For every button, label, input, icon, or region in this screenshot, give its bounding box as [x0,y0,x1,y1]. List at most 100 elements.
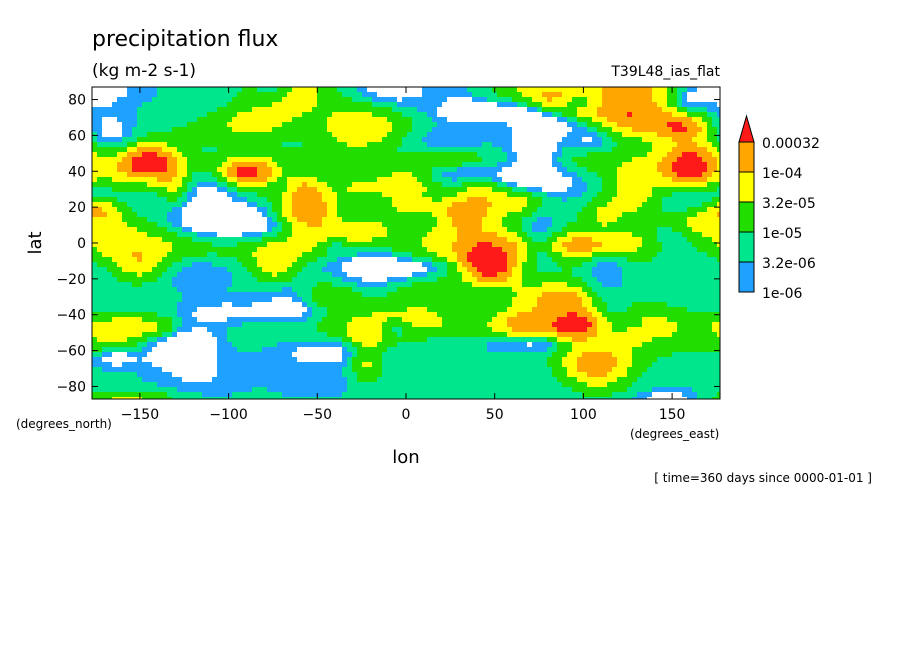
field-cell [407,237,413,243]
field-cell [327,207,333,213]
field-cell [227,257,233,263]
field-cell [212,232,218,238]
field-cell [487,137,493,143]
field-cell [492,147,498,153]
field-cell [127,242,133,248]
field-cell [112,167,118,173]
field-cell [642,252,648,258]
field-cell [432,97,438,103]
field-cell [397,227,403,233]
field-cell [172,117,178,123]
field-cell [507,247,513,253]
field-cell [652,247,658,253]
field-cell [357,187,363,193]
field-cell [382,202,388,208]
field-cell [127,142,133,148]
field-cell [297,202,303,208]
field-cell [522,192,528,198]
field-cell [427,87,433,93]
field-cell [202,162,208,168]
field-cell [627,132,633,138]
field-cell [142,177,148,183]
field-cell [387,222,393,228]
field-cell [637,222,643,228]
field-cell [512,117,518,123]
field-cell [317,157,323,163]
field-cell [237,242,243,248]
field-cell [412,252,418,258]
field-cell [207,102,213,108]
field-cell [547,127,553,133]
field-cell [567,252,573,258]
field-cell [202,137,208,143]
field-cell [122,107,128,113]
field-cell [697,232,703,238]
field-cell [262,122,268,128]
field-cell [477,117,483,123]
field-cell [547,102,553,108]
field-cell [382,232,388,238]
field-cell [397,157,403,163]
field-cell [702,122,708,128]
field-cell [302,232,308,238]
field-cell [427,272,433,278]
field-cell [497,127,503,133]
field-cell [362,272,368,278]
field-cell [202,212,208,218]
field-cell [192,157,198,163]
field-cell [212,242,218,248]
field-cell [667,247,673,253]
field-cell [297,257,303,263]
field-cell [292,257,298,263]
field-cell [617,247,623,253]
field-cell [592,172,598,178]
field-cell [382,167,388,173]
field-cell [622,272,628,278]
field-cell [647,182,653,188]
field-cell [392,117,398,123]
field-cell [242,252,248,258]
field-cell [217,127,223,133]
field-cell [637,212,643,218]
field-cell [697,187,703,193]
field-cell [117,217,123,223]
field-cell [652,227,658,233]
field-cell [357,147,363,153]
field-cell [512,127,518,133]
field-cell [227,217,233,223]
field-cell [407,257,413,263]
field-cell [117,177,123,183]
field-cell [122,122,128,128]
field-cell [467,177,473,183]
field-cell [107,147,113,153]
field-cell [602,192,608,198]
field-cell [117,227,123,233]
field-cell [97,262,103,268]
field-cell [572,212,578,218]
field-cell [617,272,623,278]
field-cell [252,137,258,143]
field-cell [662,137,668,143]
field-cell [397,97,403,103]
field-cell [107,127,113,133]
field-cell [672,127,678,133]
field-cell [292,177,298,183]
field-cell [237,102,243,108]
field-cell [127,147,133,153]
field-cell [327,107,333,113]
field-cell [387,137,393,143]
field-cell [702,152,708,158]
field-cell [507,237,513,243]
field-cell [317,252,323,258]
field-cell [717,92,720,98]
field-cell [562,142,568,148]
field-cell [332,172,338,178]
field-cell [522,92,528,98]
field-cell [672,182,678,188]
field-cell [352,177,358,183]
field-cell [262,152,268,158]
field-cell [312,167,318,173]
field-cell [512,277,518,283]
field-cell [702,127,708,133]
field-cell [422,147,428,153]
